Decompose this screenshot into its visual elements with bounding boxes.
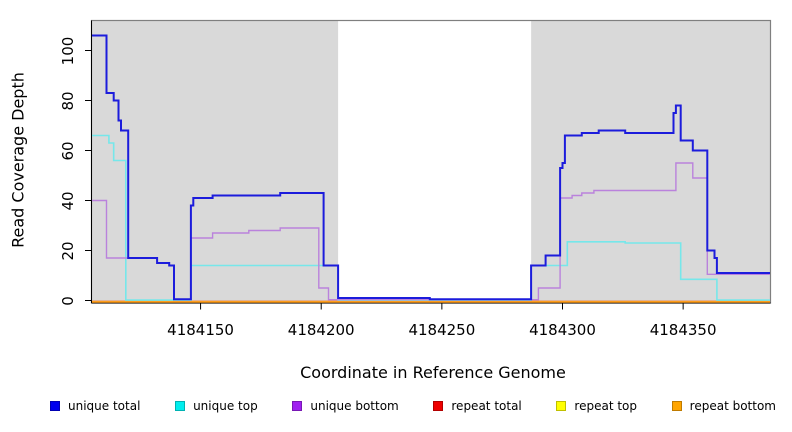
x-tick-label: 4184250: [408, 321, 476, 339]
legend-swatch-icon: [556, 401, 567, 411]
legend-label: repeat top: [574, 399, 638, 413]
legend-label: repeat bottom: [689, 399, 776, 413]
legend-swatch-icon: [292, 401, 303, 411]
legend-swatch-icon: [671, 401, 682, 411]
legend-swatch-icon: [175, 401, 186, 411]
x-tick-label: 4184300: [529, 321, 596, 339]
x-axis-title: Coordinate in Reference Genome: [300, 363, 566, 382]
legend-item-repeat-total: repeat total: [433, 399, 522, 413]
y-tick-label: 80: [59, 90, 77, 111]
legend-swatch-icon: [50, 401, 60, 411]
legend-item-unique-bottom: unique bottom: [292, 399, 399, 413]
legend-label: unique total: [68, 399, 141, 413]
legend: unique total unique top unique bottom repea…: [50, 399, 776, 413]
x-tick-label: 4184200: [287, 321, 355, 339]
y-tick-label: 40: [59, 190, 77, 211]
y-tick-label: 20: [59, 240, 77, 261]
legend-swatch-icon: [433, 401, 444, 411]
legend-label: unique top: [193, 399, 258, 413]
legend-item-unique-total: unique total: [50, 399, 140, 413]
legend-label: unique bottom: [310, 399, 399, 413]
x-tick-label: 4184150: [167, 321, 234, 339]
y-axis-title: Read Coverage Depth: [8, 72, 28, 248]
shaded-background-band: [92, 21, 339, 303]
y-tick-label: 0: [59, 295, 77, 306]
plot-canvas: [85, 19, 772, 310]
legend-label: repeat total: [451, 399, 522, 413]
legend-item-repeat-top: repeat top: [556, 399, 637, 413]
y-tick-label: 100: [59, 36, 77, 65]
legend-item-unique-top: unique top: [175, 399, 258, 413]
y-tick-label: 60: [59, 140, 77, 161]
series-line-unique-total: [92, 34, 770, 301]
x-tick-label: 4184350: [649, 321, 717, 339]
legend-item-repeat-bottom: repeat bottom: [671, 399, 776, 413]
shaded-background-band: [531, 21, 770, 303]
